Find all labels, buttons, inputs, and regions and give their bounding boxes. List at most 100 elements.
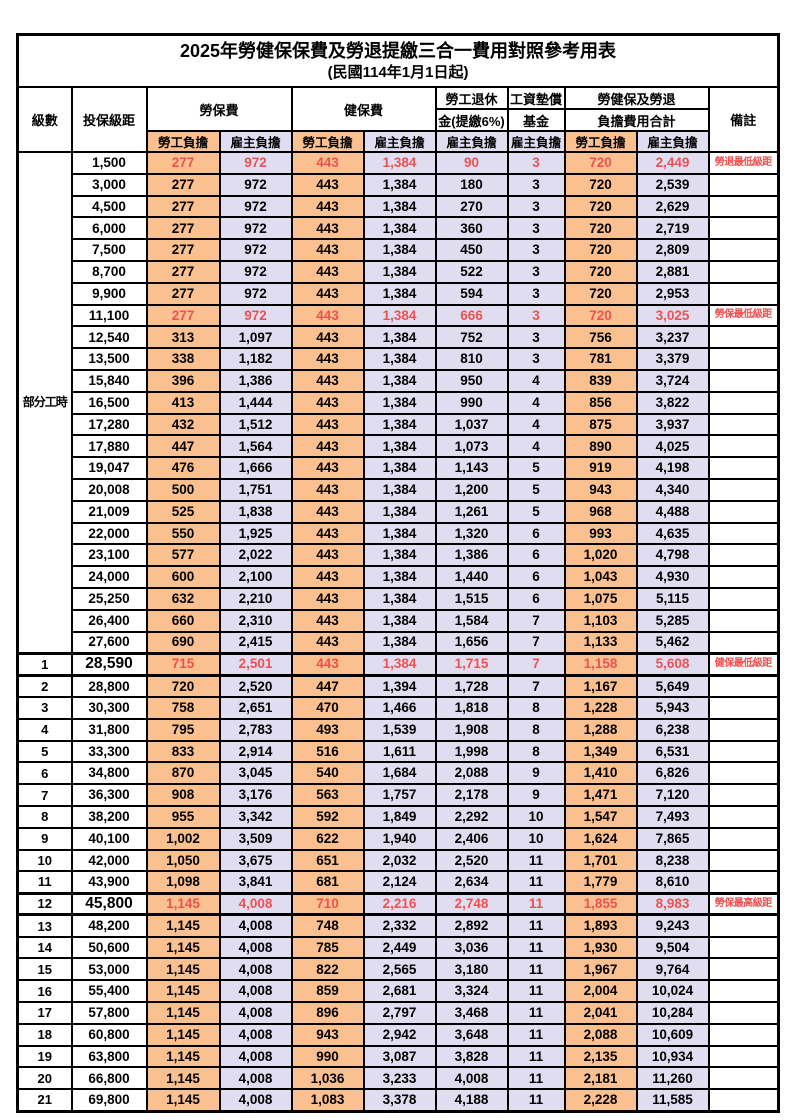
value-cell: 3,841 <box>218 870 293 895</box>
value-cell: 1,384 <box>362 347 437 371</box>
note-cell <box>707 848 780 873</box>
value-cell: 4,008 <box>218 1066 293 1091</box>
value-cell: 4,008 <box>218 913 293 938</box>
value-cell: 443 <box>290 477 365 502</box>
value-cell: 720 <box>563 194 638 219</box>
value-cell: 516 <box>290 739 365 764</box>
table-row: 4 31,800 795 2,783 493 1,539 1,908 8 1,288 6,238 <box>16 717 780 742</box>
value-cell: 3 <box>506 303 566 328</box>
value-cell: 443 <box>290 194 365 219</box>
value-cell: 1,757 <box>362 783 437 807</box>
note-cell <box>707 347 780 371</box>
value-cell: 1,384 <box>362 499 437 524</box>
value-cell: 795 <box>145 717 221 742</box>
table-row: 9 40,100 1,002 3,509 622 1,940 2,406 10 1,624 7,8… <box>16 826 780 851</box>
value-cell: 1,384 <box>362 325 437 350</box>
value-cell: 1,020 <box>563 543 638 568</box>
subheader-employer: 雇主負擔 <box>506 130 566 153</box>
value-cell: 1,384 <box>362 194 437 219</box>
bracket-cell: 7,500 <box>70 238 148 262</box>
value-cell: 396 <box>145 368 221 393</box>
value-cell: 1,145 <box>145 891 221 917</box>
value-cell: 4,798 <box>635 543 710 568</box>
value-cell: 1,143 <box>434 456 509 480</box>
value-cell: 443 <box>290 586 365 611</box>
note-cell <box>707 216 780 241</box>
note-cell <box>707 674 780 698</box>
table-row: 18 60,800 1,145 4,008 943 2,942 3,648 11 2,088 10… <box>16 1022 780 1047</box>
value-cell: 9 <box>506 761 566 786</box>
table-row: 7 36,300 908 3,176 563 1,757 2,178 9 1,471 7,120 <box>16 783 780 807</box>
header-wage-fund-line2: 基金 <box>506 108 566 132</box>
note-cell <box>707 804 780 829</box>
value-cell: 3 <box>506 281 566 306</box>
value-cell: 6 <box>506 521 566 546</box>
bracket-cell: 17,280 <box>70 412 148 437</box>
value-cell: 1,228 <box>563 695 638 720</box>
value-cell: 651 <box>290 848 365 873</box>
value-cell: 1,701 <box>563 848 638 873</box>
header-total-line2: 負擔費用合計 <box>563 108 710 132</box>
value-cell: 2,783 <box>218 717 293 742</box>
value-cell: 11 <box>506 1022 566 1047</box>
value-cell: 839 <box>563 368 638 393</box>
note-cell <box>707 695 780 720</box>
level-cell: 21 <box>16 1088 73 1113</box>
value-cell: 896 <box>290 1001 365 1025</box>
note-cell: 勞保最高級距 <box>707 891 780 917</box>
value-cell: 720 <box>563 172 638 197</box>
table-row: 14 50,600 1,145 4,008 785 2,449 3,036 11 1,930 9,… <box>16 935 780 960</box>
note-cell <box>707 1022 780 1047</box>
value-cell: 720 <box>563 303 638 328</box>
value-cell: 8 <box>506 695 566 720</box>
value-cell: 2,539 <box>635 172 710 197</box>
value-cell: 2,228 <box>563 1088 638 1113</box>
value-cell: 3,036 <box>434 935 509 960</box>
value-cell: 1,384 <box>362 477 437 502</box>
note-cell: 勞保最低級距 <box>707 303 780 328</box>
value-cell: 4,198 <box>635 456 710 480</box>
value-cell: 2,797 <box>362 1001 437 1025</box>
value-cell: 443 <box>290 259 365 284</box>
value-cell: 6,531 <box>635 739 710 764</box>
value-cell: 1,611 <box>362 739 437 764</box>
table-row: 26,400 660 2,310 443 1,384 1,584 7 1,103 5,285 <box>18 608 780 633</box>
value-cell: 2,942 <box>362 1022 437 1047</box>
note-cell <box>707 870 780 895</box>
value-cell: 1,384 <box>362 565 437 589</box>
value-cell: 4,340 <box>635 477 710 502</box>
bracket-cell: 16,500 <box>70 390 148 415</box>
table-row: 15 53,000 1,145 4,008 822 2,565 3,180 11 1,967 9,… <box>16 957 780 982</box>
bracket-cell: 13,500 <box>70 347 148 371</box>
subheader-employee: 勞工負擔 <box>290 130 365 153</box>
value-cell: 756 <box>563 325 638 350</box>
value-cell: 1,384 <box>362 151 437 175</box>
value-cell: 3 <box>506 194 566 219</box>
note-cell: 勞退最低級距 <box>707 151 780 175</box>
note-cell <box>707 565 780 589</box>
table-body: 部分工時 1,500 277 972 443 1,384 90 3 720 2,449 勞退最低級距… <box>16 150 780 1113</box>
bracket-cell: 17,880 <box>70 434 148 459</box>
value-cell: 720 <box>563 259 638 284</box>
value-cell: 3 <box>506 216 566 241</box>
note-cell <box>707 194 780 219</box>
value-cell: 3,025 <box>635 303 710 328</box>
table-row: 10 42,000 1,050 3,675 651 2,032 2,520 11 1,701 8,… <box>16 848 780 873</box>
value-cell: 443 <box>290 521 365 546</box>
value-cell: 2,651 <box>218 695 293 720</box>
value-cell: 4,008 <box>218 935 293 960</box>
value-cell: 4,488 <box>635 499 710 524</box>
value-cell: 4 <box>506 412 566 437</box>
level-cell: 15 <box>16 957 73 982</box>
value-cell: 7 <box>506 608 566 633</box>
value-cell: 3,324 <box>434 979 509 1004</box>
value-cell: 2,449 <box>362 935 437 960</box>
note-cell <box>707 456 780 480</box>
value-cell: 443 <box>290 303 365 328</box>
table-row: 21 69,800 1,145 4,008 1,083 3,378 4,188 11 2,228… <box>16 1088 780 1113</box>
value-cell: 720 <box>563 151 638 175</box>
table-row: 9,900 277 972 443 1,384 594 3 720 2,953 <box>18 281 780 306</box>
table-row: 7,500 277 972 443 1,384 450 3 720 2,809 <box>18 238 780 262</box>
value-cell: 443 <box>290 216 365 241</box>
value-cell: 1,145 <box>145 957 221 982</box>
